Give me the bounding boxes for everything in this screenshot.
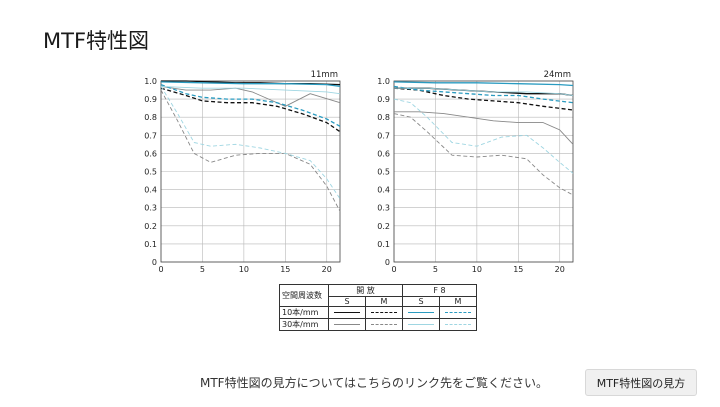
y-tick-label: 0.1 — [377, 240, 390, 249]
y-tick-label: 0.7 — [144, 131, 157, 140]
chart-title: 24mm — [544, 70, 571, 80]
x-tick-label: 5 — [433, 265, 438, 274]
x-tick-label: 5 — [200, 265, 205, 274]
legend-table: 空間周波数 開 放 F 8 S M S M 10本/mm 30本/mm — [279, 284, 477, 331]
legend-swatch-open-10-s — [328, 306, 366, 319]
legend-swatch-f8-30-s — [402, 318, 440, 331]
y-tick-label: 0.4 — [377, 186, 390, 195]
legend-swatch-f8-30-m — [439, 318, 477, 331]
series-f8_10_S — [160, 81, 341, 88]
x-tick-label: 20 — [322, 265, 332, 274]
x-tick-label: 10 — [472, 265, 482, 274]
y-tick-label: 0 — [385, 258, 390, 267]
legend-swatch-open-30-m — [365, 318, 403, 331]
y-tick-label: 0.2 — [377, 222, 390, 231]
y-tick-label: 0.5 — [144, 168, 157, 177]
y-tick-label: 0.3 — [144, 204, 157, 213]
legend-swatch-open-10-m — [365, 306, 403, 319]
series-f8_10_M — [393, 85, 574, 104]
legend-swatch-open-30-s — [328, 318, 366, 331]
series-open_30_S — [160, 85, 341, 107]
legend-group-f8: F 8 — [402, 284, 477, 297]
legend-swatch-f8-10-m — [439, 306, 477, 319]
plot-frame — [393, 80, 574, 263]
y-tick-label: 0.8 — [377, 113, 390, 122]
y-tick-label: 0.9 — [377, 95, 390, 104]
y-tick-label: 1.0 — [144, 77, 157, 86]
y-tick-label: 0.7 — [377, 131, 390, 140]
y-tick-label: 1.0 — [377, 77, 390, 86]
series-f8_30_M — [393, 98, 574, 174]
legend-row-30: 30本/mm — [279, 318, 329, 331]
legend-group-open: 開 放 — [328, 284, 403, 297]
series-f8_10_S — [393, 81, 574, 87]
series-open_10_S — [394, 87, 574, 97]
series-open_10_M — [160, 87, 341, 133]
series-f8_30_M — [160, 86, 341, 199]
chart-1: 0 0.1 0.2 0.3 0.4 0.5 0.6 0.7 0.8 0.9 1.0 0 5 10 15 20 1… — [144, 70, 341, 274]
y-tick-label: 0.9 — [144, 95, 157, 104]
x-tick-label: 10 — [239, 265, 249, 274]
legend-row-10: 10本/mm — [279, 306, 329, 319]
y-tick-label: 0.8 — [144, 113, 157, 122]
legend-col-m-f8: M — [439, 296, 477, 307]
plot-frame — [160, 80, 341, 263]
y-tick-label: 0.6 — [144, 149, 157, 158]
mtf-guide-button[interactable]: MTF特性図の見方 — [585, 369, 697, 396]
legend-col-m-open: M — [365, 296, 403, 307]
legend-header-label: 空間周波数 — [279, 284, 329, 307]
series-open_30_S — [394, 111, 574, 145]
chart-title: 11mm — [311, 70, 338, 80]
series-open_30_M — [160, 89, 341, 212]
x-tick-label: 20 — [555, 265, 565, 274]
y-tick-label: 0.1 — [144, 240, 157, 249]
y-tick-label: 0 — [152, 258, 157, 267]
y-tick-label: 0.4 — [144, 186, 157, 195]
series-f8_30_S — [160, 85, 341, 95]
x-tick-label: 15 — [280, 265, 290, 274]
series-f8_10_M — [160, 83, 341, 127]
y-tick-label: 0.3 — [377, 204, 390, 213]
legend-swatch-f8-10-s — [402, 306, 440, 319]
legend-col-s-open: S — [328, 296, 366, 307]
footer-note: MTF特性図の見方についてはこちらのリンク先をご覧ください。 — [200, 376, 548, 390]
x-tick-label: 0 — [158, 265, 163, 274]
page-title: MTF特性図 — [43, 29, 150, 53]
y-tick-label: 0.2 — [144, 222, 157, 231]
y-tick-label: 0.6 — [377, 149, 390, 158]
legend-col-s-f8: S — [402, 296, 440, 307]
x-tick-label: 15 — [513, 265, 523, 274]
series-f8_30_S — [394, 87, 574, 96]
chart-2: 0 0.1 0.2 0.3 0.4 0.5 0.6 0.7 0.8 0.9 1.0 0 5 10 15 20 2… — [377, 70, 574, 274]
x-tick-label: 0 — [391, 265, 396, 274]
y-tick-label: 0.5 — [377, 168, 390, 177]
series-open_30_M — [393, 113, 574, 196]
